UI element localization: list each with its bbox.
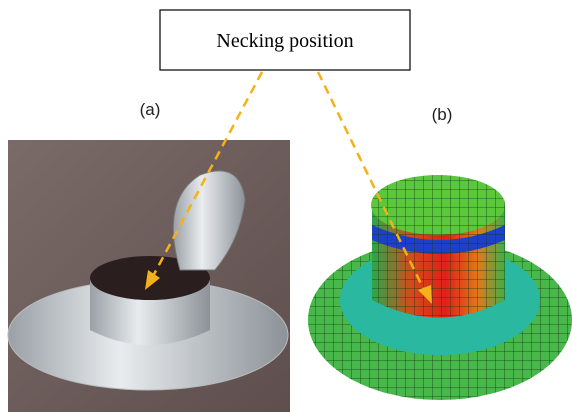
panel-label: (b)	[432, 105, 453, 124]
panel-label: (a)	[140, 100, 161, 119]
fem-panel	[308, 175, 572, 400]
figure: (a) (b) Necking position	[0, 0, 572, 412]
callout-text: Necking position	[216, 30, 353, 52]
